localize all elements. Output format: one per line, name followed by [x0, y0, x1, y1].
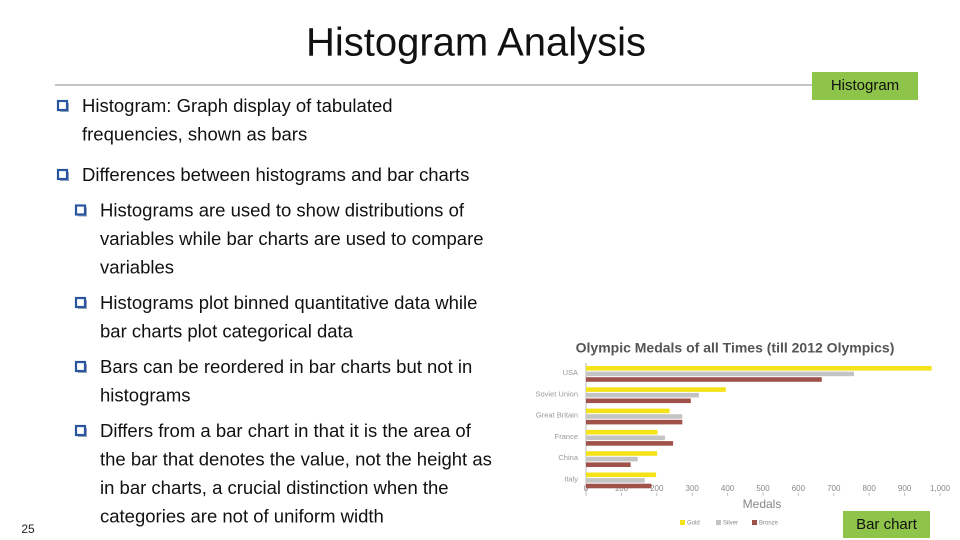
- bullet-marker: [56, 168, 69, 181]
- bar: [586, 414, 683, 419]
- sub-bullet-text: categories are not of uniform width: [100, 505, 384, 526]
- bar: [586, 451, 658, 456]
- bar: [586, 392, 699, 398]
- y-tick-label: France: [555, 432, 578, 441]
- bullet-marker: [56, 99, 69, 112]
- bullet-marker: [74, 424, 87, 437]
- bar: [586, 387, 726, 392]
- bar: [586, 366, 932, 371]
- tag-box: [812, 72, 918, 100]
- legend-label: Gold: [687, 521, 700, 527]
- bar: [586, 441, 674, 446]
- y-tick-label: Great Britain: [536, 411, 578, 420]
- sub-bullet-text: Histograms plot binned quantitative data…: [100, 292, 477, 313]
- bar: [586, 419, 683, 425]
- x-tick-label: 700: [827, 484, 841, 493]
- bullet-marker: [74, 296, 87, 309]
- y-tick-label: Soviet Union: [535, 389, 578, 398]
- legend-swatch: [680, 520, 685, 525]
- legend-swatch: [716, 520, 721, 525]
- bullet-marker: [74, 204, 87, 216]
- x-tick-label: 300: [686, 484, 700, 493]
- sub-bullet-text: variables: [100, 256, 174, 277]
- tag-box: [843, 511, 930, 538]
- x-axis-label: Medals: [743, 497, 782, 511]
- sub-bullet-text: variables while bar charts are used to c…: [100, 228, 484, 249]
- bar: [586, 462, 631, 467]
- bullet-text: Histogram: Graph display of tabulated: [82, 95, 393, 116]
- x-tick-label: 100: [615, 484, 629, 493]
- bullet-text: Differences between histograms and bar c…: [82, 164, 469, 185]
- bar: [586, 408, 670, 414]
- legend-label: Bronze: [759, 521, 779, 527]
- x-tick-label: 900: [898, 484, 912, 493]
- slide-title: Histogram Analysis: [306, 21, 646, 65]
- y-tick-label: Italy: [564, 474, 578, 483]
- bar: [586, 478, 645, 483]
- x-tick-label: 500: [756, 484, 770, 493]
- x-tick-label: 400: [721, 484, 735, 493]
- page-number: 25: [21, 522, 35, 536]
- bar: [586, 371, 854, 377]
- x-tick-label: 200: [650, 484, 664, 493]
- bar: [586, 398, 691, 404]
- sub-bullet-text: bar charts plot categorical data: [100, 320, 354, 341]
- bar: [586, 456, 638, 462]
- tag-label: Histogram: [831, 77, 899, 94]
- tag-label: Bar chart: [856, 516, 918, 533]
- bar: [586, 429, 658, 435]
- chart: Olympic Medals of all Times (till 2012 O…: [535, 340, 950, 527]
- legend-label: Silver: [723, 521, 738, 527]
- chart-title: Olympic Medals of all Times (till 2012 O…: [576, 340, 895, 356]
- x-tick-label: 1,000: [930, 484, 951, 493]
- x-tick-label: 600: [792, 484, 806, 493]
- y-tick-label: USA: [563, 368, 578, 377]
- bullet-marker: [74, 360, 87, 373]
- bar: [586, 377, 822, 382]
- sub-bullet-text: histograms: [100, 384, 190, 405]
- bullet-text: frequencies, shown as bars: [82, 123, 307, 144]
- bar: [586, 483, 652, 489]
- bar: [586, 435, 665, 441]
- x-tick-label: 0: [584, 484, 589, 493]
- bullet-list: Histogram: Graph display of tabulated fre…: [56, 95, 492, 526]
- sub-bullet-text: Bars can be reordered in bar charts but …: [100, 356, 472, 377]
- sub-bullet-text: in bar charts, a crucial distinction whe…: [100, 477, 449, 498]
- legend-swatch: [752, 520, 757, 525]
- sub-bullet-text: the bar that denotes the value, not the …: [100, 448, 492, 469]
- sub-bullet-text: Histograms are used to show distribution…: [100, 199, 465, 220]
- y-tick-label: China: [558, 453, 578, 462]
- sub-bullet-text: Differs from a bar chart in that it is t…: [100, 420, 472, 441]
- x-tick-label: 800: [863, 484, 877, 493]
- bar: [586, 472, 657, 478]
